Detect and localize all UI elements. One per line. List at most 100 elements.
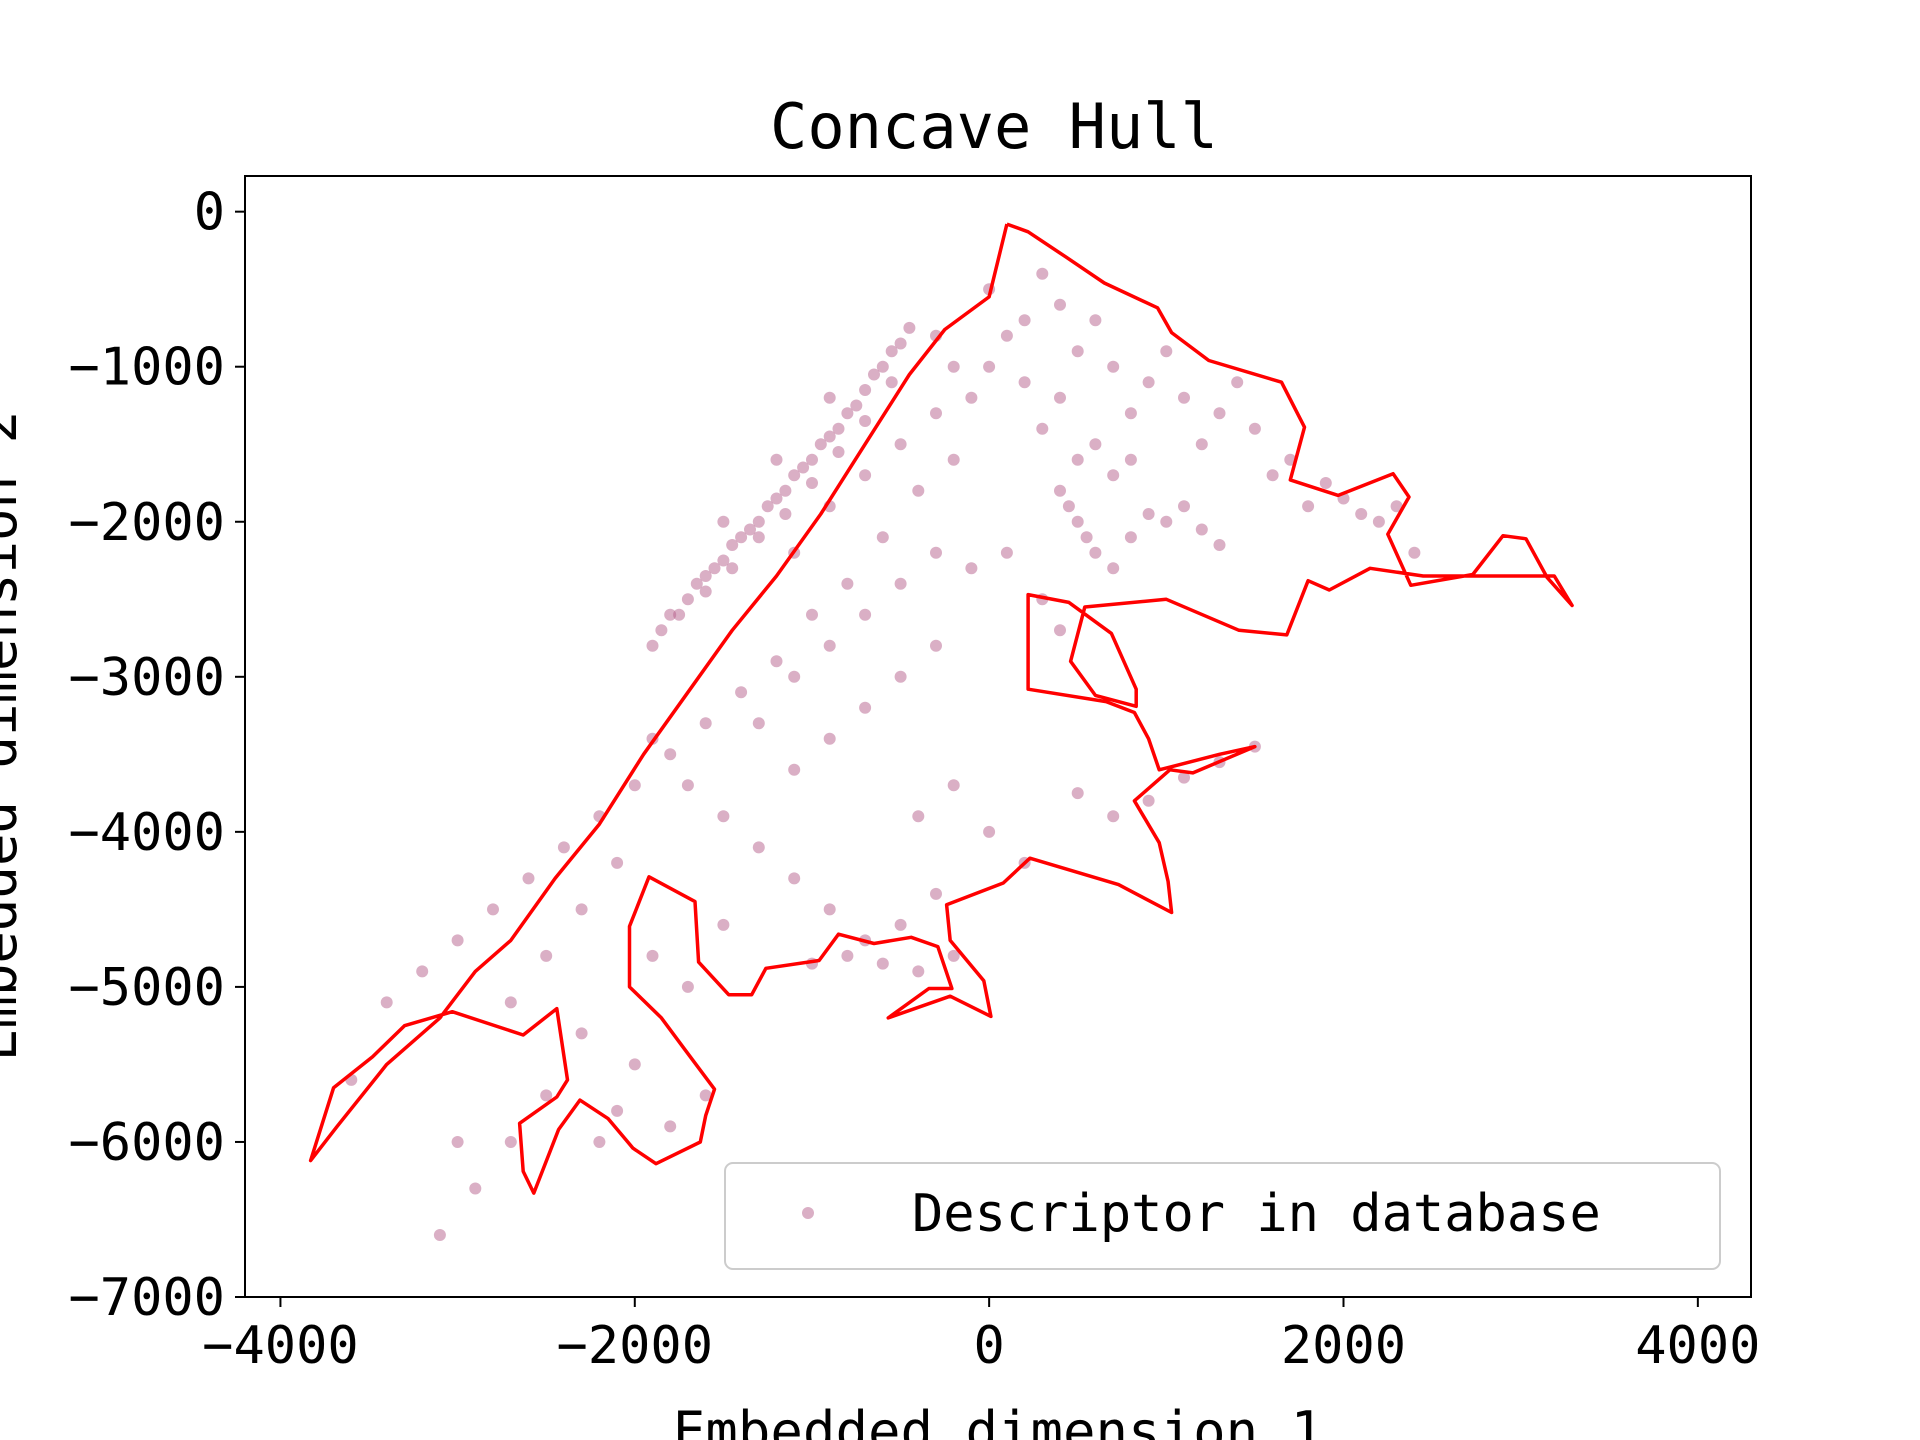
data-point bbox=[611, 856, 624, 869]
data-point bbox=[885, 376, 898, 389]
data-point bbox=[1248, 422, 1261, 435]
data-point bbox=[1266, 469, 1279, 482]
data-point bbox=[912, 810, 925, 823]
data-point bbox=[1054, 391, 1066, 404]
data-point bbox=[699, 585, 712, 598]
data-point bbox=[850, 399, 863, 412]
data-point bbox=[628, 1058, 641, 1071]
data-point bbox=[717, 918, 730, 931]
y-axis: 0 −1000 −2000 −3000 −4000 −5000 −6000 −7000 bbox=[68, 183, 245, 1328]
data-point bbox=[1107, 360, 1120, 373]
data-point bbox=[1000, 546, 1013, 559]
data-point bbox=[1124, 407, 1137, 420]
data-point bbox=[655, 624, 668, 637]
data-point bbox=[469, 1182, 482, 1195]
chart-title: Concave Hull bbox=[770, 90, 1218, 163]
data-point bbox=[823, 430, 836, 443]
data-point bbox=[965, 562, 978, 575]
data-point bbox=[947, 453, 960, 466]
data-point bbox=[779, 484, 792, 497]
data-point bbox=[832, 446, 845, 458]
data-point bbox=[1372, 515, 1385, 528]
data-point bbox=[1355, 508, 1368, 520]
y-tick-label: −1000 bbox=[68, 338, 225, 398]
data-point bbox=[859, 608, 872, 621]
data-point bbox=[504, 996, 517, 1009]
data-point bbox=[681, 593, 694, 606]
data-point bbox=[1213, 407, 1226, 420]
data-point bbox=[912, 965, 925, 978]
data-point bbox=[947, 360, 960, 373]
data-point bbox=[1054, 298, 1066, 311]
data-point bbox=[859, 415, 872, 427]
data-point bbox=[1231, 376, 1244, 389]
data-point bbox=[1036, 267, 1049, 280]
legend: Descriptor in database bbox=[724, 1162, 1721, 1270]
data-point bbox=[894, 438, 907, 451]
x-tick-label: 2000 bbox=[1281, 1316, 1406, 1376]
data-point bbox=[806, 477, 818, 489]
data-point bbox=[664, 1120, 677, 1133]
data-point bbox=[611, 1104, 624, 1117]
data-point bbox=[1054, 624, 1066, 637]
data-point bbox=[876, 360, 889, 373]
data-point bbox=[903, 321, 916, 334]
data-point bbox=[1107, 810, 1120, 823]
data-point bbox=[859, 701, 872, 714]
data-point bbox=[1071, 515, 1084, 528]
data-point bbox=[1089, 438, 1102, 451]
data-point bbox=[1124, 453, 1137, 466]
y-tick-label: −6000 bbox=[68, 1113, 225, 1173]
data-point bbox=[717, 810, 730, 823]
y-tick-label: −2000 bbox=[68, 493, 225, 553]
data-point bbox=[885, 345, 898, 358]
data-point bbox=[1178, 771, 1190, 784]
hull-line bbox=[308, 222, 1574, 1195]
data-point bbox=[894, 337, 907, 350]
data-point bbox=[876, 957, 889, 970]
y-tick-label: 0 bbox=[194, 183, 225, 243]
data-point bbox=[1160, 345, 1173, 358]
y-axis-label: Embedded dimension 2 bbox=[0, 411, 29, 1061]
data-point bbox=[1142, 508, 1155, 520]
data-point bbox=[752, 717, 765, 730]
plot-marks bbox=[308, 222, 1574, 1241]
data-point bbox=[1213, 539, 1226, 551]
data-point bbox=[1071, 345, 1084, 358]
data-point bbox=[681, 779, 694, 792]
data-point bbox=[646, 639, 659, 652]
data-point bbox=[433, 1229, 446, 1241]
y-tick-label: −4000 bbox=[68, 803, 225, 863]
data-point bbox=[699, 1089, 712, 1102]
data-point bbox=[806, 608, 818, 621]
data-point bbox=[540, 1089, 553, 1102]
x-tick-label: 0 bbox=[973, 1316, 1004, 1376]
data-point bbox=[699, 717, 712, 730]
y-tick-label: −5000 bbox=[68, 958, 225, 1018]
data-point bbox=[788, 763, 801, 776]
data-point bbox=[930, 887, 942, 900]
data-point bbox=[859, 384, 872, 396]
data-point bbox=[823, 639, 836, 652]
data-point bbox=[1142, 794, 1155, 807]
data-point bbox=[770, 453, 783, 466]
data-point bbox=[752, 515, 765, 528]
data-point bbox=[788, 469, 801, 482]
data-point bbox=[894, 670, 907, 683]
data-point bbox=[726, 539, 739, 551]
data-point bbox=[788, 670, 801, 683]
y-tick-label: −7000 bbox=[68, 1268, 225, 1328]
data-point bbox=[1062, 500, 1075, 513]
data-point bbox=[1018, 314, 1031, 327]
x-axis: −4000 −2000 0 2000 4000 bbox=[202, 1297, 1760, 1376]
data-point bbox=[717, 554, 730, 567]
data-point bbox=[1089, 546, 1102, 559]
legend-label: Descriptor in database bbox=[912, 1184, 1601, 1244]
data-point bbox=[646, 949, 659, 962]
data-point bbox=[797, 461, 810, 474]
data-point bbox=[983, 825, 996, 838]
plot-frame bbox=[244, 175, 1752, 1298]
data-point bbox=[1071, 787, 1084, 800]
data-point bbox=[859, 469, 872, 482]
data-point bbox=[575, 903, 588, 916]
